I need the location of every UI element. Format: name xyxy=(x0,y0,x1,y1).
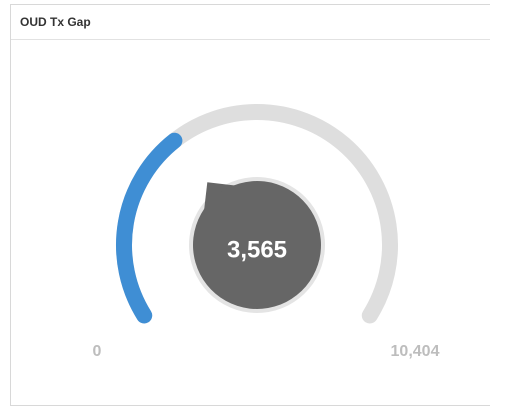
gauge-limit-label: 10,404 xyxy=(391,343,440,360)
gauge-limit-label: 0 xyxy=(93,343,102,360)
panel-title: OUD Tx Gap xyxy=(11,5,490,40)
gauge-value: 3,565 xyxy=(227,236,287,263)
needle xyxy=(189,177,325,313)
needle-body xyxy=(193,181,321,309)
gauge-value-arc xyxy=(116,132,183,324)
